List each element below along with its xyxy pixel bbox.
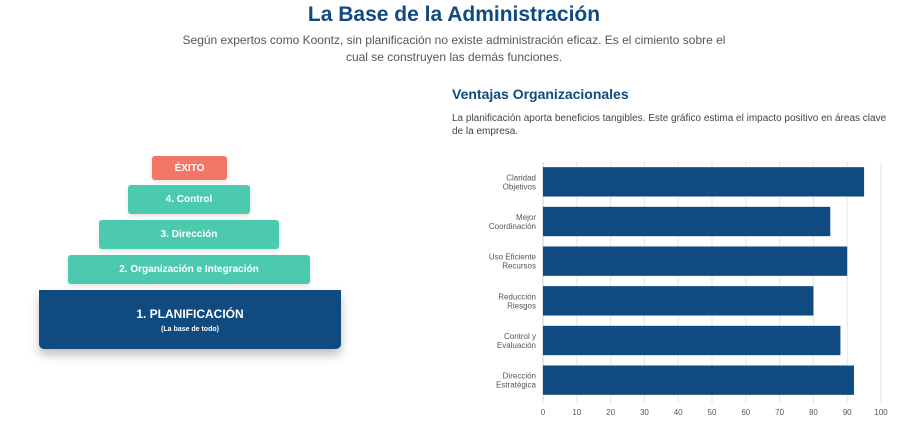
bar-4 <box>543 325 841 356</box>
page-title: La Base de la Administración <box>307 3 601 26</box>
bar-5 <box>543 365 854 395</box>
x-tick-label: 80 <box>809 408 818 417</box>
bar-1 <box>543 206 831 237</box>
x-tick-label: 100 <box>874 408 888 417</box>
x-tick-label: 0 <box>541 408 546 417</box>
chart-section-description: La planificación aporta beneficios tangi… <box>452 113 887 137</box>
pyramid-base-title: 1. PLANIFICACIÓN <box>136 306 244 321</box>
x-tick-label: 60 <box>741 408 750 417</box>
bar-0 <box>543 167 865 197</box>
chart-section-title: Ventajas Organizacionales <box>452 86 629 102</box>
y-category-label: Mejor Coordinación <box>489 213 536 231</box>
pyramid-level-direccion: 3. Dirección <box>99 220 279 249</box>
x-tick-label: 70 <box>775 408 784 417</box>
y-category-label: Reducción Riesgos <box>498 292 536 310</box>
bar-2 <box>543 246 848 276</box>
pyramid-base-subtitle: (La base de todo) <box>161 325 219 333</box>
x-tick-label: 20 <box>606 408 615 417</box>
x-tick-label: 90 <box>843 408 852 417</box>
advantages-bar-chart: 0 10 20 30 40 50 60 70 80 90 100 Claridad Objetivos M… <box>489 162 888 417</box>
page-subtitle: Según expertos como Koontz, sin planific… <box>182 33 726 64</box>
y-category-label: Uso Eficiente Recursos <box>489 253 537 271</box>
x-tick-label: 50 <box>708 408 717 417</box>
bar-3 <box>543 286 814 316</box>
y-category-label: Claridad Objetivos <box>503 173 536 191</box>
pyramid-top-exito: ÉXITO <box>152 156 227 180</box>
pyramid-level-organizacion: 2. Organización e Integración <box>68 255 310 284</box>
x-tick-label: 30 <box>640 408 649 417</box>
x-tick-label: 10 <box>572 408 581 417</box>
y-category-label: Control y Evaluación <box>497 332 536 350</box>
pyramid-base-planificacion: 1. PLANIFICACIÓN (La base de todo) <box>39 290 341 349</box>
pyramid-level-control: 4. Control <box>128 185 250 214</box>
x-tick-label: 40 <box>674 408 683 417</box>
y-category-label: Dirección Estratégica <box>496 372 537 390</box>
